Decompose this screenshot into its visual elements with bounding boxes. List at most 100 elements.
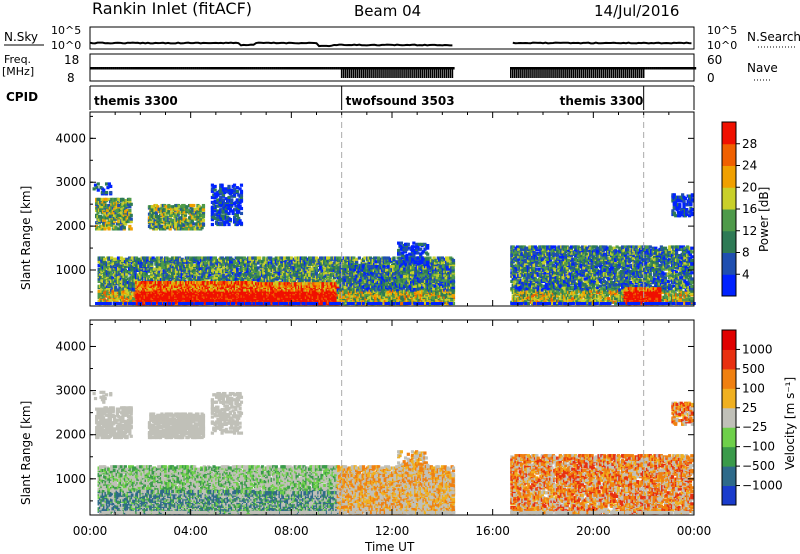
freq-sample — [198, 67, 201, 70]
freq-sample — [371, 67, 375, 70]
heatmap-cell — [106, 208, 110, 213]
station-title: Rankin Inlet (fitACF) — [92, 0, 252, 18]
heatmap-cell — [124, 222, 128, 226]
heatmap-cell — [122, 226, 126, 230]
freq-sample — [450, 67, 453, 70]
freq-sample — [178, 67, 181, 70]
freq-sample — [313, 67, 316, 70]
freq-sample — [424, 67, 427, 70]
heatmap-cell — [129, 217, 133, 221]
freq-sample — [619, 67, 622, 70]
freq-sample — [323, 67, 326, 70]
freq-sample — [534, 67, 538, 70]
freq-sample — [359, 67, 362, 70]
freq-sample — [303, 67, 306, 70]
heatmap-cell — [96, 188, 100, 192]
freq-sample — [665, 67, 669, 70]
heatmap-cell — [129, 213, 133, 217]
freq-sample — [343, 67, 346, 70]
heatmap-cell — [133, 271, 137, 275]
freq-sample — [565, 67, 568, 70]
freq-sample — [573, 67, 576, 70]
freq-sample — [593, 67, 596, 70]
freq-sample — [514, 67, 518, 70]
date-title: 14/Jul/2016 — [594, 2, 679, 20]
freq-sample — [305, 67, 308, 70]
freq-sample — [655, 67, 658, 70]
heatmap-cell — [201, 215, 206, 219]
heatmap-cell — [222, 273, 226, 277]
freq-sample — [285, 67, 288, 70]
heatmap-cell — [110, 256, 114, 260]
freq-sample — [172, 67, 175, 70]
heatmap-cell — [114, 294, 118, 298]
freq-sample — [247, 67, 250, 70]
heatmap-cell — [129, 294, 133, 298]
freq-sample — [301, 67, 304, 70]
heatmap-cell — [96, 211, 100, 215]
freq-sample — [452, 67, 455, 70]
freq-sample — [545, 67, 548, 70]
freq-sample — [581, 67, 584, 70]
freq-sample — [381, 67, 385, 70]
freq-sample — [96, 67, 99, 70]
freq-sample — [299, 67, 302, 70]
freq-sample — [691, 67, 695, 70]
freq-sample — [579, 67, 582, 70]
freq-sample — [138, 67, 141, 70]
heatmap-cell — [186, 208, 190, 213]
heatmap-cell — [125, 272, 129, 276]
freq-sample — [321, 67, 324, 70]
freq-sample — [363, 67, 367, 70]
freq-sample — [339, 67, 342, 70]
heatmap-cell — [103, 260, 107, 264]
freq-sample — [647, 67, 650, 70]
freq-sample — [315, 67, 318, 70]
freq-sample — [408, 67, 411, 70]
heatmap-cell — [104, 182, 109, 186]
freq-sample — [327, 67, 330, 70]
freq-sample — [110, 67, 113, 70]
heatmap-cell — [128, 205, 132, 209]
freq-sample — [200, 67, 203, 70]
freq-sample — [577, 67, 580, 70]
freq-sample — [208, 67, 211, 70]
heatmap-cell — [106, 186, 110, 190]
freq-sample — [512, 67, 515, 70]
freq-sample — [255, 67, 258, 70]
freq-sample — [226, 67, 230, 70]
freq-sample — [402, 67, 405, 70]
heatmap-cell — [168, 205, 172, 209]
freq-sample — [643, 67, 646, 70]
freq-sample — [186, 67, 189, 70]
freq-sample — [134, 67, 137, 70]
freq-sample — [325, 67, 328, 70]
freq-sample — [245, 67, 248, 70]
freq-sample — [164, 67, 167, 70]
freq-sample — [116, 67, 119, 70]
freq-sample — [677, 67, 681, 70]
freq-sample — [118, 67, 121, 70]
heatmap-cell — [108, 298, 112, 302]
freq-sample — [597, 67, 600, 70]
freq-sample — [307, 67, 310, 70]
freq-sample — [108, 67, 111, 70]
freq-nave-trace — [90, 67, 697, 78]
cpid-segment-label: themis 3300 — [94, 94, 178, 108]
freq-sample — [188, 67, 191, 70]
freq-sample — [267, 67, 270, 70]
freq-sample — [124, 67, 127, 70]
freq-sample — [557, 67, 560, 70]
freq-sample — [367, 67, 371, 70]
cpid-label: CPID — [6, 90, 38, 104]
freq-sample — [659, 67, 662, 70]
heatmap-cell — [129, 219, 133, 224]
freq-sample — [146, 67, 149, 70]
freq-sample — [130, 67, 133, 70]
freq-sample — [337, 67, 340, 70]
freq-sample — [174, 67, 177, 70]
heatmap-cell — [103, 257, 107, 261]
freq-sample — [377, 67, 381, 70]
freq-sample — [355, 67, 358, 70]
